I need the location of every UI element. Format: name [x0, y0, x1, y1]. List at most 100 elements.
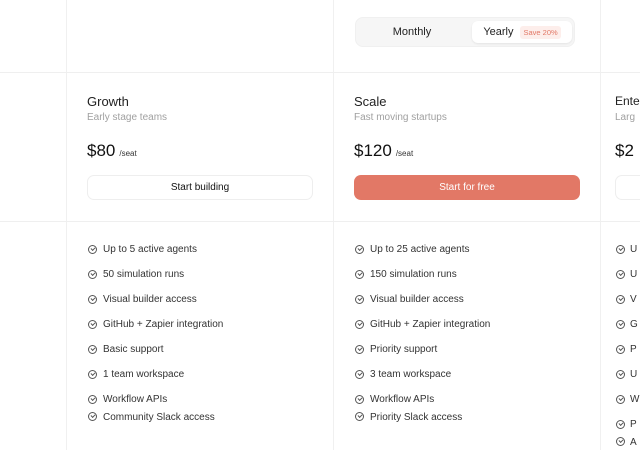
feature-label: U — [630, 269, 638, 280]
feature-item: U — [615, 237, 639, 262]
feature-label: GitHub + Zapier integration — [103, 319, 224, 330]
feature-label: Workflow APIs — [370, 394, 435, 405]
plan-name: Scale — [354, 94, 387, 109]
feature-item: W — [615, 387, 639, 412]
feature-item: Priority support — [354, 337, 490, 362]
plan-tagline: Fast moving startups — [354, 112, 447, 123]
check-circle-icon — [616, 270, 625, 279]
check-circle-icon — [616, 395, 625, 404]
plan-price: $120/seat — [354, 141, 413, 161]
check-circle-icon — [616, 295, 625, 304]
feature-item: A — [615, 437, 639, 449]
plan-tagline: Early stage teams — [87, 112, 168, 123]
check-circle-icon — [355, 370, 364, 379]
check-circle-icon — [355, 295, 364, 304]
feature-label: V — [630, 294, 637, 305]
plan-cta-button[interactable] — [615, 175, 640, 200]
price-value: $2 — [615, 141, 634, 160]
check-circle-icon — [355, 412, 364, 421]
feature-item: U — [615, 362, 639, 387]
plan-name: Growth — [87, 94, 129, 109]
feature-label: Up to 25 active agents — [370, 244, 470, 255]
check-circle-icon — [355, 345, 364, 354]
divider — [333, 0, 334, 450]
feature-label: P — [630, 344, 637, 355]
check-circle-icon — [88, 270, 97, 279]
divider — [0, 221, 640, 222]
feature-label: Basic support — [103, 344, 164, 355]
yearly-label: Yearly — [483, 26, 514, 38]
feature-list: Up to 5 active agents 50 simulation runs V… — [87, 237, 223, 424]
check-circle-icon — [355, 320, 364, 329]
feature-item: GitHub + Zapier integration — [354, 312, 490, 337]
feature-item: 3 team workspace — [354, 362, 490, 387]
feature-item: Priority Slack access — [354, 412, 490, 424]
feature-label: Visual builder access — [103, 294, 197, 305]
feature-label: G — [630, 319, 638, 330]
yearly-option[interactable]: Yearly Save 20% — [472, 21, 572, 43]
check-circle-icon — [88, 412, 97, 421]
feature-label: P — [630, 419, 637, 430]
feature-list: Up to 25 active agents 150 simulation run… — [354, 237, 490, 424]
save-badge: Save 20% — [520, 25, 561, 39]
monthly-option[interactable]: Monthly — [356, 21, 468, 43]
plan-card-0: Growth Early stage teams $80/seat Start … — [67, 72, 334, 450]
feature-item: Visual builder access — [354, 287, 490, 312]
feature-label: W — [630, 394, 640, 405]
check-circle-icon — [355, 270, 364, 279]
check-circle-icon — [355, 245, 364, 254]
plan-name: Ente — [615, 94, 640, 108]
feature-label: 1 team workspace — [103, 369, 185, 380]
feature-item: 50 simulation runs — [87, 262, 223, 287]
feature-item: Up to 25 active agents — [354, 237, 490, 262]
plan-cta-button[interactable]: Start for free — [354, 175, 580, 200]
check-circle-icon — [616, 345, 625, 354]
check-circle-icon — [88, 295, 97, 304]
check-circle-icon — [616, 245, 625, 254]
feature-label: Priority support — [370, 344, 438, 355]
feature-label: U — [630, 369, 638, 380]
price-value: $80 — [87, 141, 116, 160]
check-circle-icon — [616, 437, 625, 446]
check-circle-icon — [88, 245, 97, 254]
feature-item: 1 team workspace — [87, 362, 223, 387]
feature-item: P — [615, 337, 639, 362]
divider — [66, 0, 67, 450]
check-circle-icon — [616, 320, 625, 329]
feature-label: 3 team workspace — [370, 369, 452, 380]
divider — [600, 0, 601, 450]
billing-toggle: Monthly Yearly Save 20% — [355, 17, 575, 47]
feature-label: U — [630, 244, 638, 255]
plan-price: $80/seat — [87, 141, 137, 161]
feature-label: 50 simulation runs — [103, 269, 185, 280]
feature-label: A — [630, 437, 637, 448]
feature-item: Up to 5 active agents — [87, 237, 223, 262]
feature-label: Community Slack access — [103, 412, 215, 423]
feature-label: GitHub + Zapier integration — [370, 319, 491, 330]
feature-item: Visual builder access — [87, 287, 223, 312]
feature-label: Workflow APIs — [103, 394, 168, 405]
plan-cta-button[interactable]: Start building — [87, 175, 313, 200]
monthly-label: Monthly — [392, 26, 432, 38]
feature-item: V — [615, 287, 639, 312]
divider — [0, 72, 640, 73]
feature-label: Visual builder access — [370, 294, 464, 305]
plan-card-1: Scale Fast moving startups $120/seat Sta… — [334, 72, 601, 450]
check-circle-icon — [88, 345, 97, 354]
price-value: $120 — [354, 141, 392, 160]
feature-item: Basic support — [87, 337, 223, 362]
check-circle-icon — [88, 320, 97, 329]
plan-price: $2 — [615, 141, 638, 161]
feature-item: G — [615, 312, 639, 337]
price-unit: /seat — [395, 149, 414, 158]
feature-item: GitHub + Zapier integration — [87, 312, 223, 337]
price-unit: /seat — [119, 149, 137, 158]
feature-item: Community Slack access — [87, 412, 223, 424]
feature-label: Priority Slack access — [370, 412, 463, 423]
feature-item: 150 simulation runs — [354, 262, 490, 287]
feature-item: Workflow APIs — [354, 387, 490, 412]
feature-item: Workflow APIs — [87, 387, 223, 412]
plan-tagline: Larg — [615, 112, 636, 123]
